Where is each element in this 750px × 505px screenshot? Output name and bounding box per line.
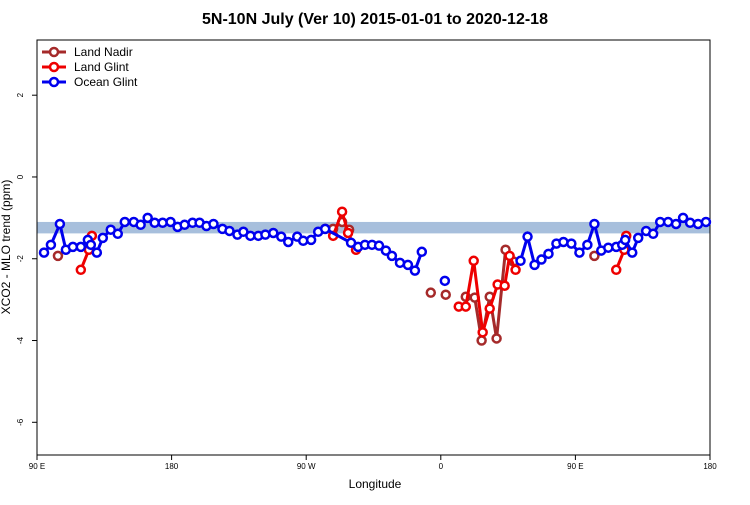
data-point xyxy=(425,287,437,298)
data-point xyxy=(460,301,472,312)
data-point xyxy=(85,239,97,251)
data-point xyxy=(468,255,479,267)
data-point xyxy=(684,217,696,229)
data-point xyxy=(268,227,279,239)
data-point xyxy=(610,264,622,276)
data-point xyxy=(626,247,638,258)
y-tick-label: -6 xyxy=(16,418,25,426)
data-point xyxy=(504,250,515,262)
data-point xyxy=(536,254,547,265)
data-point xyxy=(386,250,398,262)
x-tick-label: 180 xyxy=(703,462,717,471)
y-tick-label: 2 xyxy=(16,92,25,97)
data-point xyxy=(510,264,521,276)
reference-band xyxy=(37,221,710,234)
data-point xyxy=(499,280,510,291)
data-point xyxy=(677,212,689,224)
legend-marker xyxy=(48,46,60,58)
data-point xyxy=(91,247,103,258)
x-axis-label: Longitude xyxy=(349,477,402,491)
data-point xyxy=(402,259,414,271)
x-tick-label: 180 xyxy=(165,462,179,471)
data-point xyxy=(260,229,271,240)
data-point xyxy=(589,250,600,262)
data-point xyxy=(440,289,451,300)
legend-label: Land Nadir xyxy=(74,45,133,59)
data-point xyxy=(647,228,659,240)
data-point xyxy=(477,327,488,338)
data-point xyxy=(275,231,287,242)
data-point xyxy=(305,234,317,246)
data-point xyxy=(224,225,235,237)
data-point xyxy=(119,216,131,228)
data-point xyxy=(476,335,487,346)
data-point xyxy=(97,232,109,244)
y-tick-label: -2 xyxy=(16,255,25,263)
data-point xyxy=(52,250,64,262)
chart-title: 5N-10N July (Ver 10) 2015-01-01 to 2020-… xyxy=(202,11,548,28)
data-point xyxy=(574,247,585,258)
data-point xyxy=(589,218,600,230)
data-point xyxy=(484,303,495,314)
legend-label: Ocean Glint xyxy=(74,75,138,89)
data-point xyxy=(632,232,644,244)
y-axis-label: XCO2 - MLO trend (ppm) xyxy=(0,180,13,315)
data-point xyxy=(491,333,502,344)
x-tick-label: 90 E xyxy=(567,462,583,471)
x-tick-label: 90 E xyxy=(29,462,45,471)
data-point xyxy=(373,240,385,251)
legend-label: Land Glint xyxy=(74,60,129,74)
data-point xyxy=(54,218,66,230)
data-point xyxy=(342,227,354,239)
legend-marker xyxy=(48,76,60,88)
y-tick-label: 0 xyxy=(16,174,25,179)
data-point xyxy=(582,239,593,251)
data-point xyxy=(38,247,50,258)
data-point xyxy=(75,241,87,253)
data-point xyxy=(319,223,331,235)
data-point xyxy=(700,216,712,228)
data-point xyxy=(283,236,294,248)
data-point xyxy=(208,218,219,230)
legend-marker xyxy=(48,61,60,73)
data-point xyxy=(142,212,153,224)
data-point xyxy=(75,264,87,276)
data-point xyxy=(336,206,348,217)
data-point xyxy=(522,231,533,242)
x-tick-label: 90 W xyxy=(297,462,316,471)
data-point xyxy=(135,219,146,231)
data-point xyxy=(515,255,526,267)
data-point xyxy=(409,265,421,276)
data-point xyxy=(416,246,428,258)
plot-frame xyxy=(36,39,711,456)
data-point xyxy=(543,248,554,260)
data-point xyxy=(670,218,682,230)
x-tick-label: 0 xyxy=(439,462,444,471)
data-point xyxy=(566,238,577,249)
y-tick-label: -4 xyxy=(16,336,25,344)
data-point xyxy=(439,275,451,287)
data-point xyxy=(165,216,176,228)
data-point xyxy=(529,259,540,271)
data-point xyxy=(112,228,124,240)
data-point xyxy=(619,234,631,246)
data-point xyxy=(558,236,569,248)
data-point xyxy=(45,239,57,251)
